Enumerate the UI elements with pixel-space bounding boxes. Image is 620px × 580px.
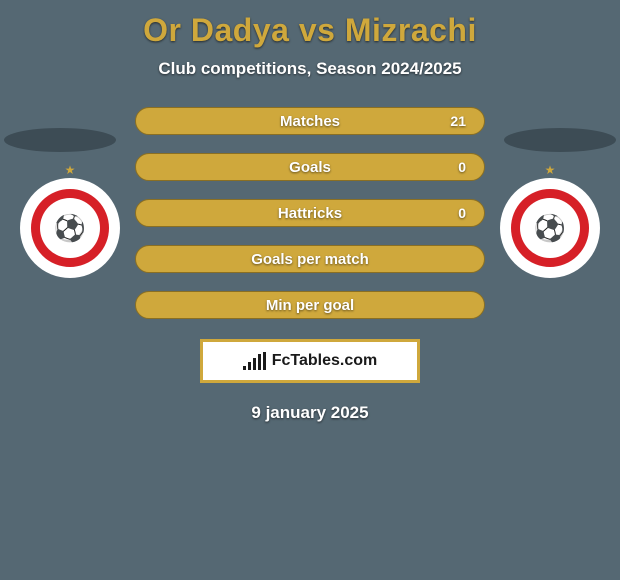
star-icon: ★ [545,163,556,177]
stat-label: Matches [136,113,484,130]
stat-row-hattricks: Hattricks 0 [135,199,485,227]
watermark: FcTables.com [200,339,420,383]
page-title: Or Dadya vs Mizrachi [0,0,620,49]
comparison-card: Or Dadya vs Mizrachi Club competitions, … [0,0,620,580]
wm-bar [263,352,266,370]
stat-right-value: 0 [458,205,466,221]
wm-bar [258,354,261,370]
stat-row-goals-per-match: Goals per match [135,245,485,273]
club-crest-left: ⚽ [28,186,112,270]
stat-label: Hattricks [136,205,484,222]
club-inner-right: ⚽ [520,198,580,258]
club-crest-right: ⚽ [508,186,592,270]
star-icon: ★ [65,163,76,177]
player-badge-left: ★ ⚽ [20,178,120,278]
stat-label: Min per goal [136,297,484,314]
stat-row-matches: Matches 21 [135,107,485,135]
date-text: 9 january 2025 [0,403,620,423]
wm-bar [243,366,246,370]
player-badge-right: ★ ⚽ [500,178,600,278]
stat-right-value: 0 [458,159,466,175]
stat-row-min-per-goal: Min per goal [135,291,485,319]
player-shadow-right [504,128,616,152]
player-shadow-left [4,128,116,152]
stat-right-value: 21 [450,113,466,129]
stat-row-goals: Goals 0 [135,153,485,181]
watermark-bars-icon [243,352,266,370]
stat-label: Goals [136,159,484,176]
subtitle: Club competitions, Season 2024/2025 [0,59,620,79]
stat-label: Goals per match [136,251,484,268]
watermark-text: FcTables.com [272,352,378,370]
stats-list: Matches 21 Goals 0 Hattricks 0 Goals per… [135,107,485,319]
club-inner-left: ⚽ [40,198,100,258]
wm-bar [253,358,256,370]
wm-bar [248,362,251,370]
